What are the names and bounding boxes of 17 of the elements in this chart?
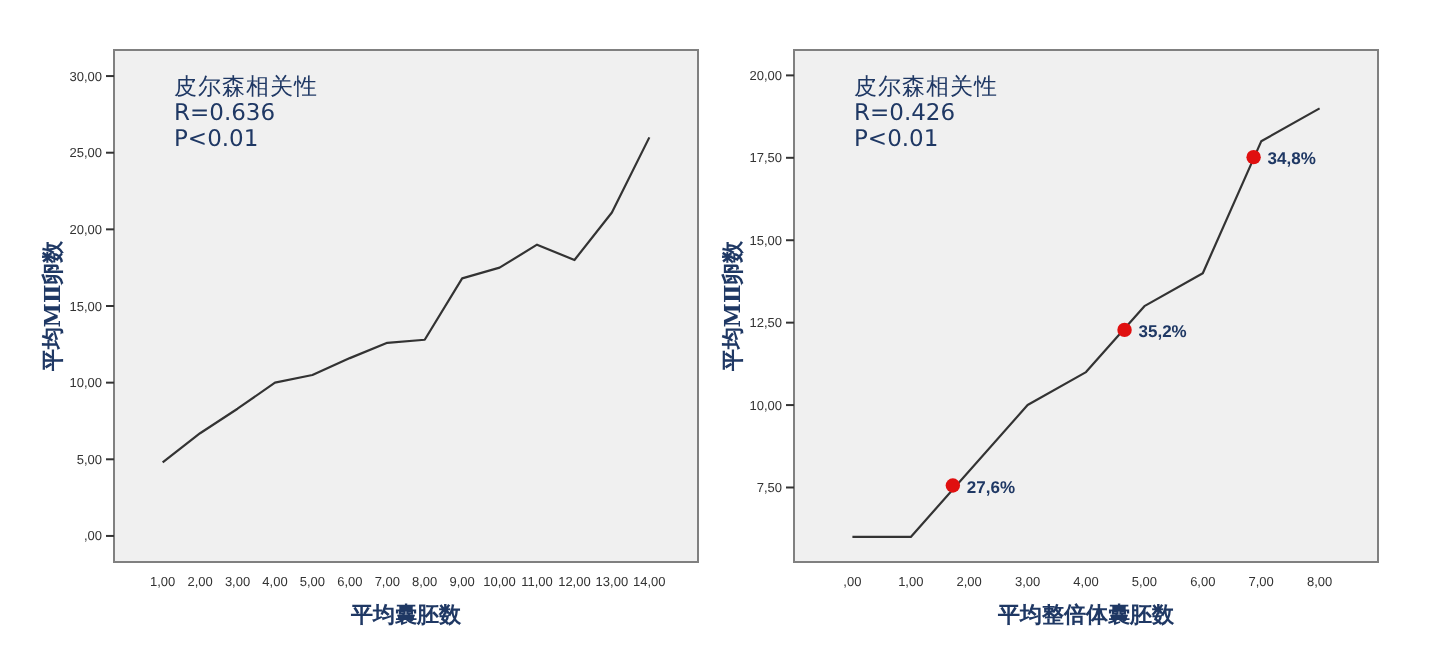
annotation: 皮尔森相关性 bbox=[174, 72, 318, 100]
line-series bbox=[851, 107, 1321, 539]
annotation: 34,8% bbox=[1267, 148, 1317, 169]
annotation: P<0.01 bbox=[174, 124, 259, 152]
annotation: 27,6% bbox=[966, 476, 1016, 497]
annotation: R=0.636 bbox=[174, 98, 276, 126]
annotation: R=0.426 bbox=[854, 98, 956, 126]
annotation: P<0.01 bbox=[854, 124, 939, 152]
point bbox=[945, 478, 961, 493]
x-axis-title: 平均囊胚数 bbox=[349, 602, 463, 628]
annotation: 35,2% bbox=[1138, 320, 1188, 341]
point bbox=[1246, 149, 1261, 165]
y-axis-title: 平均MⅡ卵数 bbox=[720, 238, 746, 374]
point bbox=[1117, 322, 1132, 338]
y-axis-title: 平均MⅡ卵数 bbox=[40, 238, 66, 374]
x-axis-title: 平均整倍体囊胚数 bbox=[996, 602, 1176, 628]
annotation: 皮尔森相关性 bbox=[854, 72, 998, 100]
